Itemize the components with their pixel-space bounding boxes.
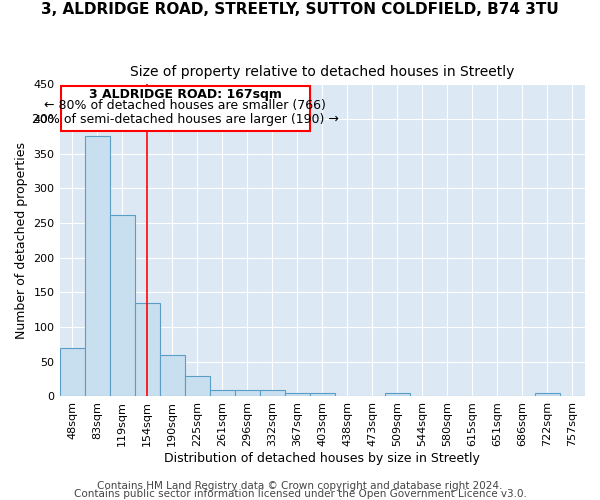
Text: Contains public sector information licensed under the Open Government Licence v3: Contains public sector information licen… bbox=[74, 489, 526, 499]
Bar bbox=[185, 376, 209, 396]
Bar bbox=[260, 390, 285, 396]
Bar bbox=[310, 393, 335, 396]
Text: 3, ALDRIDGE ROAD, STREETLY, SUTTON COLDFIELD, B74 3TU: 3, ALDRIDGE ROAD, STREETLY, SUTTON COLDF… bbox=[41, 2, 559, 18]
Title: Size of property relative to detached houses in Streetly: Size of property relative to detached ho… bbox=[130, 65, 514, 79]
Bar bbox=[61, 86, 310, 132]
Bar bbox=[535, 393, 560, 396]
Bar bbox=[134, 303, 160, 396]
Bar bbox=[110, 214, 134, 396]
Text: ← 80% of detached houses are smaller (766): ← 80% of detached houses are smaller (76… bbox=[44, 100, 326, 112]
Text: 20% of semi-detached houses are larger (190) →: 20% of semi-detached houses are larger (… bbox=[32, 112, 339, 126]
Bar bbox=[160, 355, 185, 397]
X-axis label: Distribution of detached houses by size in Streetly: Distribution of detached houses by size … bbox=[164, 452, 480, 465]
Bar bbox=[85, 136, 110, 396]
Y-axis label: Number of detached properties: Number of detached properties bbox=[15, 142, 28, 339]
Bar bbox=[285, 393, 310, 396]
Bar bbox=[59, 348, 85, 397]
Text: 3 ALDRIDGE ROAD: 167sqm: 3 ALDRIDGE ROAD: 167sqm bbox=[89, 88, 282, 101]
Bar bbox=[209, 390, 235, 396]
Bar bbox=[385, 393, 410, 396]
Bar bbox=[235, 390, 260, 396]
Text: Contains HM Land Registry data © Crown copyright and database right 2024.: Contains HM Land Registry data © Crown c… bbox=[97, 481, 503, 491]
